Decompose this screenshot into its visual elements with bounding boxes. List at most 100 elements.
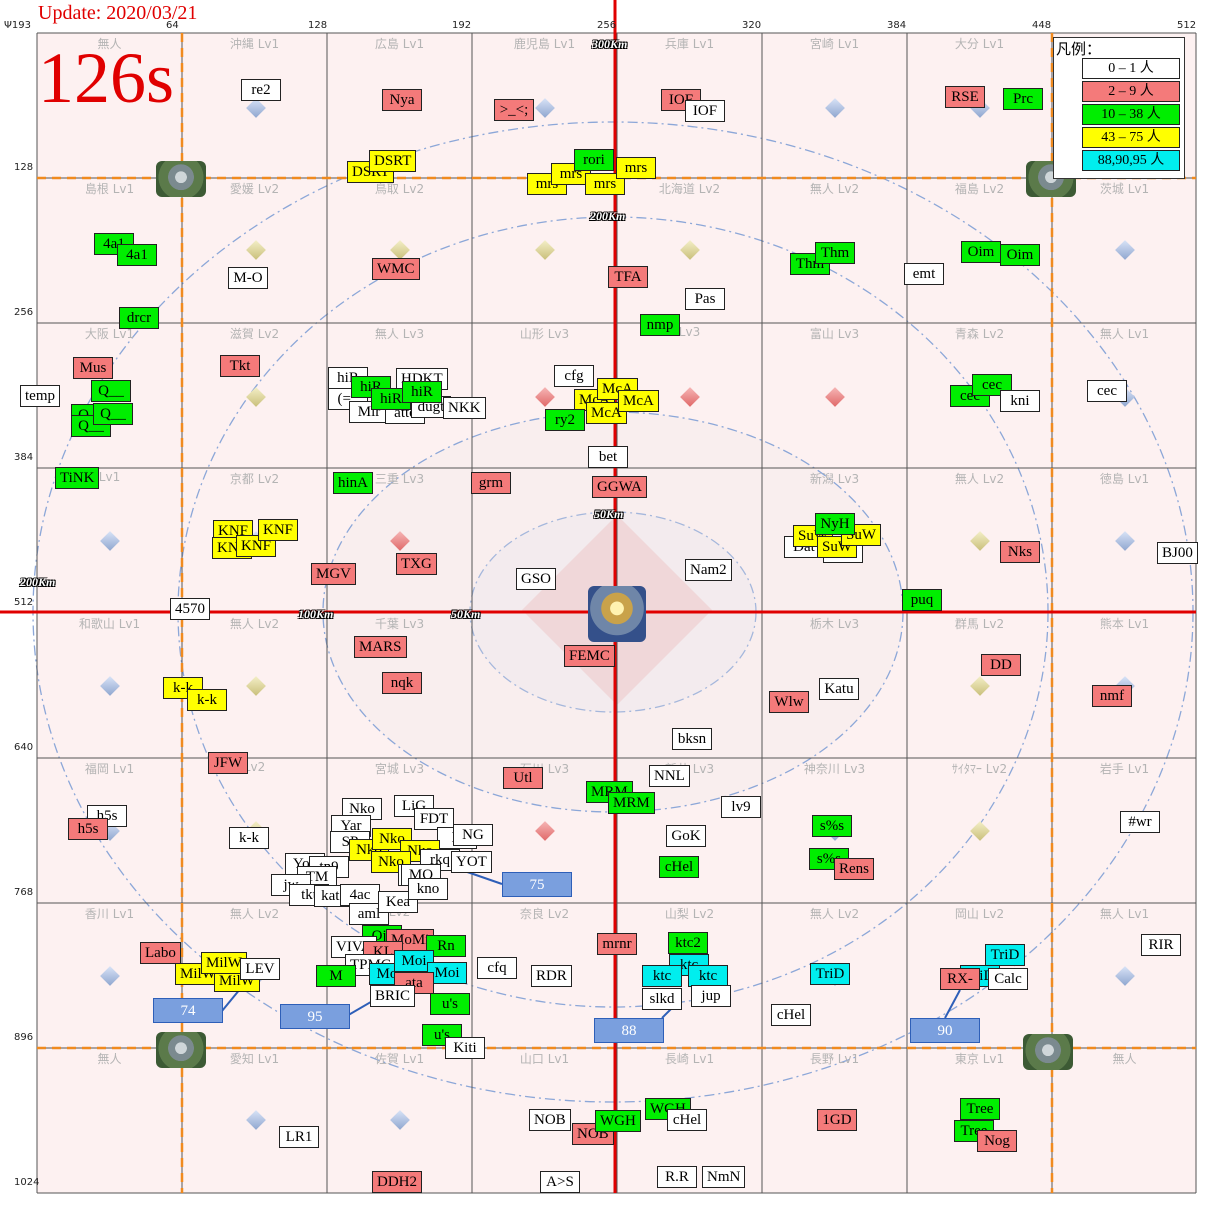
cell-label: 岡山 Lv2 [954, 907, 1005, 921]
cell-label: 和歌山 Lv1 [78, 617, 141, 631]
guild-tag: rori [574, 149, 614, 171]
guild-tag: MRM [608, 792, 655, 814]
guild-tag: nmf [1092, 685, 1132, 707]
guild-tag: mrs [585, 173, 625, 195]
axis-left-label: 384 [14, 452, 34, 463]
guild-tag: k-k [187, 689, 227, 711]
guild-tag: KNF [258, 519, 299, 541]
count-badge: 75 [502, 872, 572, 897]
cell-label: 群馬 Lv2 [954, 617, 1005, 631]
guild-tag: Oim [961, 241, 1001, 263]
cell-label: ｻｲﾀﾏｰ Lv2 [951, 762, 1008, 776]
count-badge: 95 [280, 1004, 350, 1029]
guild-tag: GoK [666, 825, 706, 847]
guild-tag: Moi [427, 962, 467, 984]
guild-tag: Kiti [445, 1037, 485, 1059]
axis-left-label: 768 [14, 887, 34, 898]
guild-tag: cfg [554, 365, 594, 387]
guild-tag: RDR [531, 965, 572, 987]
cell-label: 宮城 Lv3 [374, 762, 425, 776]
guild-tag: GSO [516, 568, 557, 590]
guild-tag: re2 [241, 79, 281, 101]
guild-tag: Rn [426, 935, 466, 957]
cell-label: 長野 Lv1 [809, 1052, 860, 1066]
cell-label: 無人 Lv3 [374, 327, 425, 341]
cell-label: 長崎 Lv1 [664, 1052, 715, 1066]
axis-left-label: 128 [14, 162, 34, 173]
guild-tag: MGV [311, 563, 357, 585]
guild-tag: JFW [208, 752, 248, 774]
guild-tag: Rens [834, 858, 874, 880]
cell-label: Lv1 [98, 470, 121, 484]
cell-label: 無人 Lv2 [809, 907, 860, 921]
legend-row: 88,90,95 人 [1082, 150, 1180, 171]
guild-tag: TXG [396, 553, 437, 575]
guild-tag: RSE [945, 86, 985, 108]
guild-tag: s%s [812, 815, 852, 837]
legend-row: 0 – 1 人 [1082, 58, 1180, 79]
cell-label: 三重 Lv3 [374, 472, 425, 486]
guild-tag: kni [1000, 390, 1040, 412]
guild-tag: bksn [672, 728, 712, 750]
guild-tag: temp [20, 385, 60, 407]
update-date: Update: 2020/03/21 [38, 2, 198, 24]
legend-row: 2 – 9 人 [1082, 81, 1180, 102]
guild-tag: 4a1 [117, 244, 157, 266]
guild-tag: 4570 [170, 598, 210, 620]
guild-tag: grm [471, 472, 511, 494]
guild-tag: kno [408, 878, 448, 900]
guild-tag: Wlw [769, 691, 809, 713]
cell-label: 無人 Lv1 [1099, 327, 1150, 341]
axis-top-label: 448 [1032, 20, 1052, 31]
guild-tag: #wr [1120, 811, 1160, 833]
guild-tag: Tkt [220, 355, 260, 377]
fortress-icon [156, 1032, 206, 1068]
guild-tag: Thm [815, 242, 855, 264]
guild-tag: h5s [68, 818, 108, 840]
cell-label: 鹿児島 Lv1 [513, 37, 576, 51]
guild-tag: slkd [642, 988, 682, 1010]
distance-label: 100Km [298, 607, 334, 621]
castle-icon [588, 586, 646, 642]
cell-label: 無人 [97, 1052, 122, 1066]
guild-tag: IOF [685, 100, 725, 122]
guild-tag: NG [453, 824, 493, 846]
guild-tag: TiNK [55, 467, 100, 489]
cell-label: 愛知 Lv1 [229, 1052, 280, 1066]
axis-corner-label: Ψ193 [4, 20, 31, 31]
distance-label: 50Km [594, 507, 624, 521]
cell-label: 千葉 Lv3 [374, 617, 425, 631]
axis-left-label: 640 [14, 742, 34, 753]
guild-tag: lv9 [721, 796, 761, 818]
guild-tag: Utl [503, 767, 543, 789]
guild-tag: Nko [342, 798, 382, 820]
cell-label: 無人 Lv2 [809, 182, 860, 196]
guild-tag: >_<; [494, 99, 534, 121]
cell-label: 無人 Lv1 [1099, 907, 1150, 921]
cell-label: 広島 Lv1 [374, 37, 425, 51]
guild-tag: Calc [988, 968, 1028, 990]
guild-tag: Nam2 [685, 559, 732, 581]
legend-row: 43 – 75 人 [1082, 127, 1180, 148]
cell-label: 愛媛 Lv2 [229, 182, 280, 196]
guild-tag: DDH2 [372, 1171, 422, 1193]
guild-tag: A>S [540, 1171, 580, 1193]
guild-tag: RX- [940, 968, 980, 990]
guild-tag: nqk [382, 672, 422, 694]
guild-tag: jup [691, 985, 731, 1007]
cell-label: 大分 Lv1 [954, 37, 1005, 51]
guild-tag: LEV [240, 958, 280, 980]
cell-label: 島根 Lv1 [84, 182, 135, 196]
countdown-timer: 126s [38, 38, 175, 118]
guild-tag: WGH [595, 1110, 641, 1132]
guild-tag: YOT [451, 851, 492, 873]
cell-label: Lv3 [678, 325, 701, 339]
cell-label: 無人 [1112, 1052, 1137, 1066]
cell-label: 熊本 Lv1 [1099, 617, 1150, 631]
cell-label: 無人 [97, 37, 122, 51]
guild-tag: DD [981, 654, 1021, 676]
guild-tag: Nog [977, 1130, 1017, 1152]
guild-tag: ktc [642, 965, 682, 987]
cell-label: 奈良 Lv2 [519, 907, 570, 921]
